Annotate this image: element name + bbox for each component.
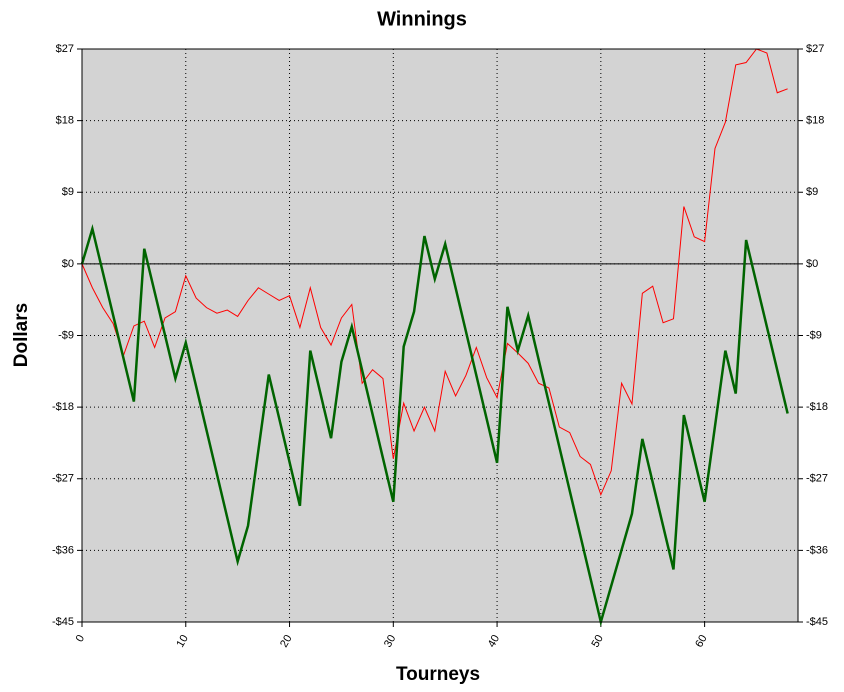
y2-tick-label: -$27 xyxy=(806,473,828,485)
y-tick-label: -$9 xyxy=(58,329,74,341)
y2-tick-label: -$36 xyxy=(806,544,828,556)
y2-tick-label: $0 xyxy=(806,258,818,270)
data-line xyxy=(80,224,789,627)
chart-title: Winnings xyxy=(377,8,467,30)
x-tick-label: 0 xyxy=(74,633,87,644)
x-tick-label: 20 xyxy=(278,633,295,650)
x-tick-label: 30 xyxy=(382,633,399,650)
y2-tick-label: -$45 xyxy=(806,616,828,628)
x-axis-label: Tourneys xyxy=(396,664,480,685)
x-tick-label: 40 xyxy=(486,633,503,650)
y-tick-label: $9 xyxy=(62,186,74,198)
y2-tick-label: -$9 xyxy=(806,329,822,341)
y-tick-label: -$27 xyxy=(52,473,74,485)
y-tick-label: $18 xyxy=(56,115,74,127)
data-line xyxy=(81,48,788,497)
x-tick-label: 10 xyxy=(174,633,191,650)
y2-tick-label: -$18 xyxy=(806,401,828,413)
y-tick-label: -$36 xyxy=(52,544,74,556)
y-tick-label: -$45 xyxy=(52,616,74,628)
x-tick-label: 50 xyxy=(589,633,606,650)
y2-tick-label: $18 xyxy=(806,115,824,127)
x-tick-label: 60 xyxy=(693,633,710,650)
y-tick-label: $0 xyxy=(62,258,74,270)
y2-tick-label: $9 xyxy=(806,186,818,198)
y-axis-label: Dollars xyxy=(11,303,32,367)
y-tick-label: $27 xyxy=(56,43,74,55)
y2-tick-label: $27 xyxy=(806,43,824,55)
plot-frame xyxy=(81,48,799,623)
y-tick-label: -$18 xyxy=(52,401,74,413)
